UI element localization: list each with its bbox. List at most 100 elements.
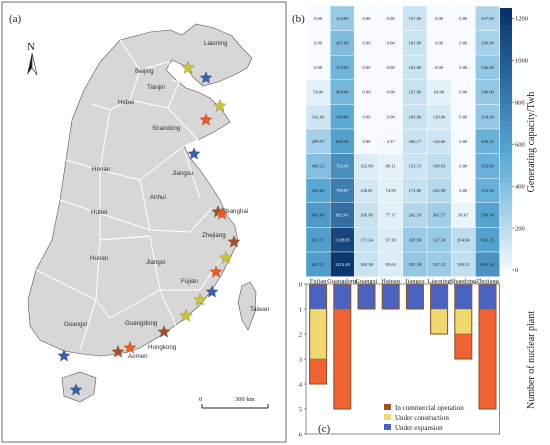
heatmap-cell [330,128,355,154]
heatmap-cell-value: 503.64 [481,164,494,169]
bar-y-tick-label: 4 [299,381,303,388]
colorbar-segment [500,139,512,144]
bar-segment [478,308,497,410]
colorbar-segment [500,90,512,96]
heatmap-grid: 0.00 334.00 0.00 0.00 157.00 0.00 0.00 257.00 0.… [305,5,500,277]
bar-segment [382,283,400,310]
bar-y-tick-label: 0 [299,281,302,288]
bar-chart-area [305,283,500,435]
heatmap-column-label: Zhejiang [476,278,500,285]
province-label: Guangdong [125,320,158,327]
heatmap-cell-value: 157.00 [409,16,422,21]
heatmap-cell-value: 74.00 [313,90,324,95]
heatmap-cell [330,79,355,105]
heatmap-cell [402,128,428,154]
heatmap-cell-value: 64.00 [434,90,445,95]
heatmap-cell [402,104,428,130]
heatmap-column-label: Shandong [450,278,477,285]
heatmap-cell [426,30,452,56]
heatmap-cell [475,153,500,179]
heatmap-cell-value: 1128.05 [335,237,350,242]
heatmap-cell-value: 144.66 [433,139,446,144]
heatmap-cell-value: 606.48 [336,139,349,144]
colorbar-segment [500,208,512,214]
heatmap-cell [475,128,500,154]
colorbar-segment [500,108,512,114]
province-label: Guangxi [64,321,87,328]
heatmap-cell-value: 0.00 [314,16,323,21]
bar-outline [454,283,473,360]
heatmap-cell-value: 95.63 [386,262,397,267]
colorbar-segment [500,147,512,153]
heatmap-cell-value: 166.96 [360,213,373,218]
heatmap-cell-value: 0.00 [459,114,468,119]
colorbar-segment [500,217,512,223]
heatmap-cell-value: 346.00 [481,90,494,95]
colorbar-segment [500,200,512,205]
plant-star-icon [219,251,233,264]
heatmap-cell [451,227,476,253]
colorbar-segment [500,77,512,83]
heatmap-cell-value: 74.59 [386,188,397,193]
bar-segment [406,283,424,310]
heatmap-cell [378,104,404,130]
taiwan-landmass [237,281,257,331]
colorbar-segment [500,60,512,66]
colorbar-segment [500,261,512,267]
heatmap-cell [451,153,476,179]
province-label: Hubei [91,209,107,216]
mainland-landmass [27,23,253,357]
heatmap-cell [402,153,428,179]
colorbar-segment [500,42,512,48]
heatmap-column-label: Hainan [381,278,401,285]
bar-segment [357,283,376,310]
colorbar-segment [500,69,512,74]
heatmap-cell-value: 162.00 [409,65,422,70]
bar-segment [333,308,351,410]
heatmap-cell [305,202,331,228]
colorbar-title: Generating capacity/Twh [526,92,537,193]
heatmap-cell-value: 0.00 [387,16,396,21]
heatmap-cell-value: 409.12 [312,164,325,169]
colorbar-segment [500,160,512,166]
heatmap-cell-value: 4.37 [387,139,396,144]
heatmap-cell-value: 510.56 [481,188,494,193]
heatmap-cell [475,202,500,228]
bar-segment [454,283,472,310]
heatmap-cell [330,5,355,31]
plant-star-icon [199,113,213,126]
colorbar-segment [500,143,512,149]
bar-segment [309,358,327,385]
heatmap-cell [451,5,476,31]
heatmap-cell-value: 166.17 [409,139,422,144]
heatmap-cell-value: 0.00 [387,41,396,46]
heatmap-cell-value: 621.17 [312,237,325,242]
heatmap-cell-value: 301.57 [433,213,446,218]
bar-segment [430,283,448,310]
colorbar-segment [500,213,512,218]
colorbar-segment [500,235,512,240]
heatmap-cell-value: 602.25 [481,237,494,242]
colorbar-segment [500,86,512,92]
colorbar-segment [500,117,512,122]
province-label: Shanghai [222,208,248,215]
heatmap-cell [426,104,452,130]
plant-star-icon [227,235,241,248]
heatmap-cell [402,5,428,31]
heatmap-cell-value: 643.68 [312,213,325,218]
heatmap-cell [354,5,379,31]
heatmap-cell [426,79,452,105]
bar-y-tick-label: 6 [299,431,303,438]
heatmap-cell [402,55,428,81]
colorbar-segment [500,64,512,70]
bar-y-tick-label: 5 [299,406,302,413]
heatmap-cell-value: 190.51 [457,262,470,267]
province-label: Anhui [150,194,166,201]
heatmap-cell-value: 346.00 [481,65,494,70]
heatmap-cell-value: 257.00 [481,16,494,21]
heatmap-cell [354,30,379,56]
colorbar-segment [500,191,512,197]
heatmap-cell [305,177,331,203]
province-label: Zhejiang [202,232,226,239]
heatmap-cell-value: 0.00 [459,188,468,193]
